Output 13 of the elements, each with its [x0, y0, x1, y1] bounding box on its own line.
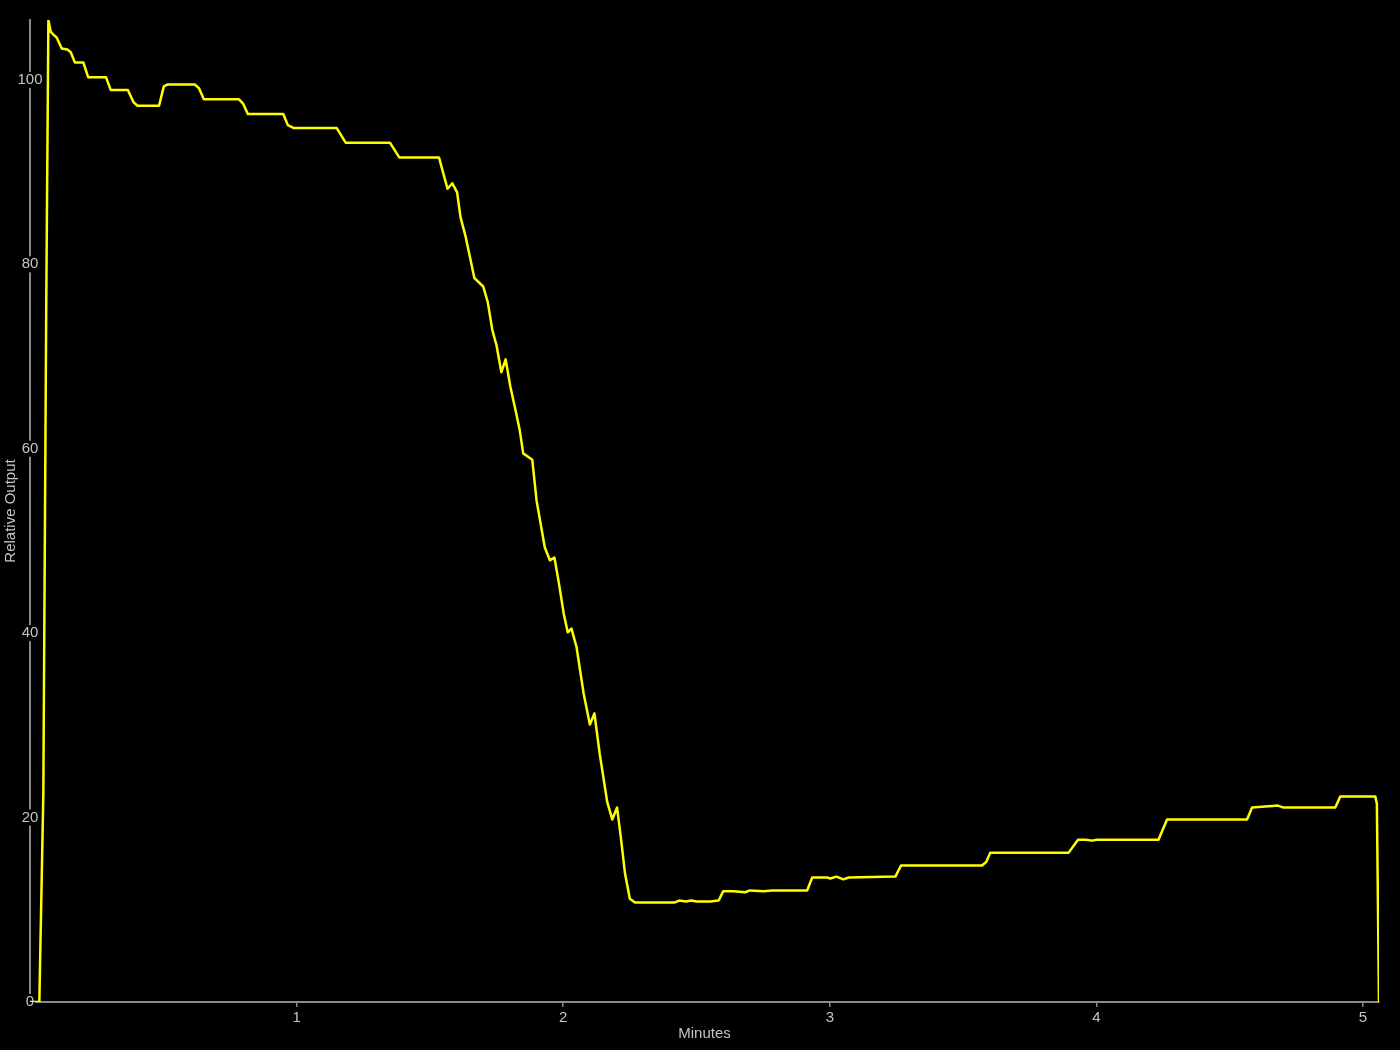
y-tick-label: 20 — [21, 807, 39, 825]
y-tick-label: 0 — [25, 992, 35, 1010]
x-tick-label: 3 — [825, 1008, 834, 1026]
y-tick-label: 100 — [17, 70, 43, 88]
y-tick-label: 40 — [21, 623, 39, 641]
x-axis-title: Minutes — [678, 1024, 731, 1042]
y-axis-title: Relative Output — [1, 458, 19, 563]
y-tick-label: 60 — [21, 438, 39, 456]
x-tick-label: 4 — [1092, 1008, 1101, 1026]
x-tick-label: 1 — [292, 1008, 301, 1026]
x-tick-label: 5 — [1358, 1008, 1368, 1026]
x-tick-label: 2 — [559, 1008, 568, 1026]
y-tick-label: 80 — [21, 254, 39, 272]
